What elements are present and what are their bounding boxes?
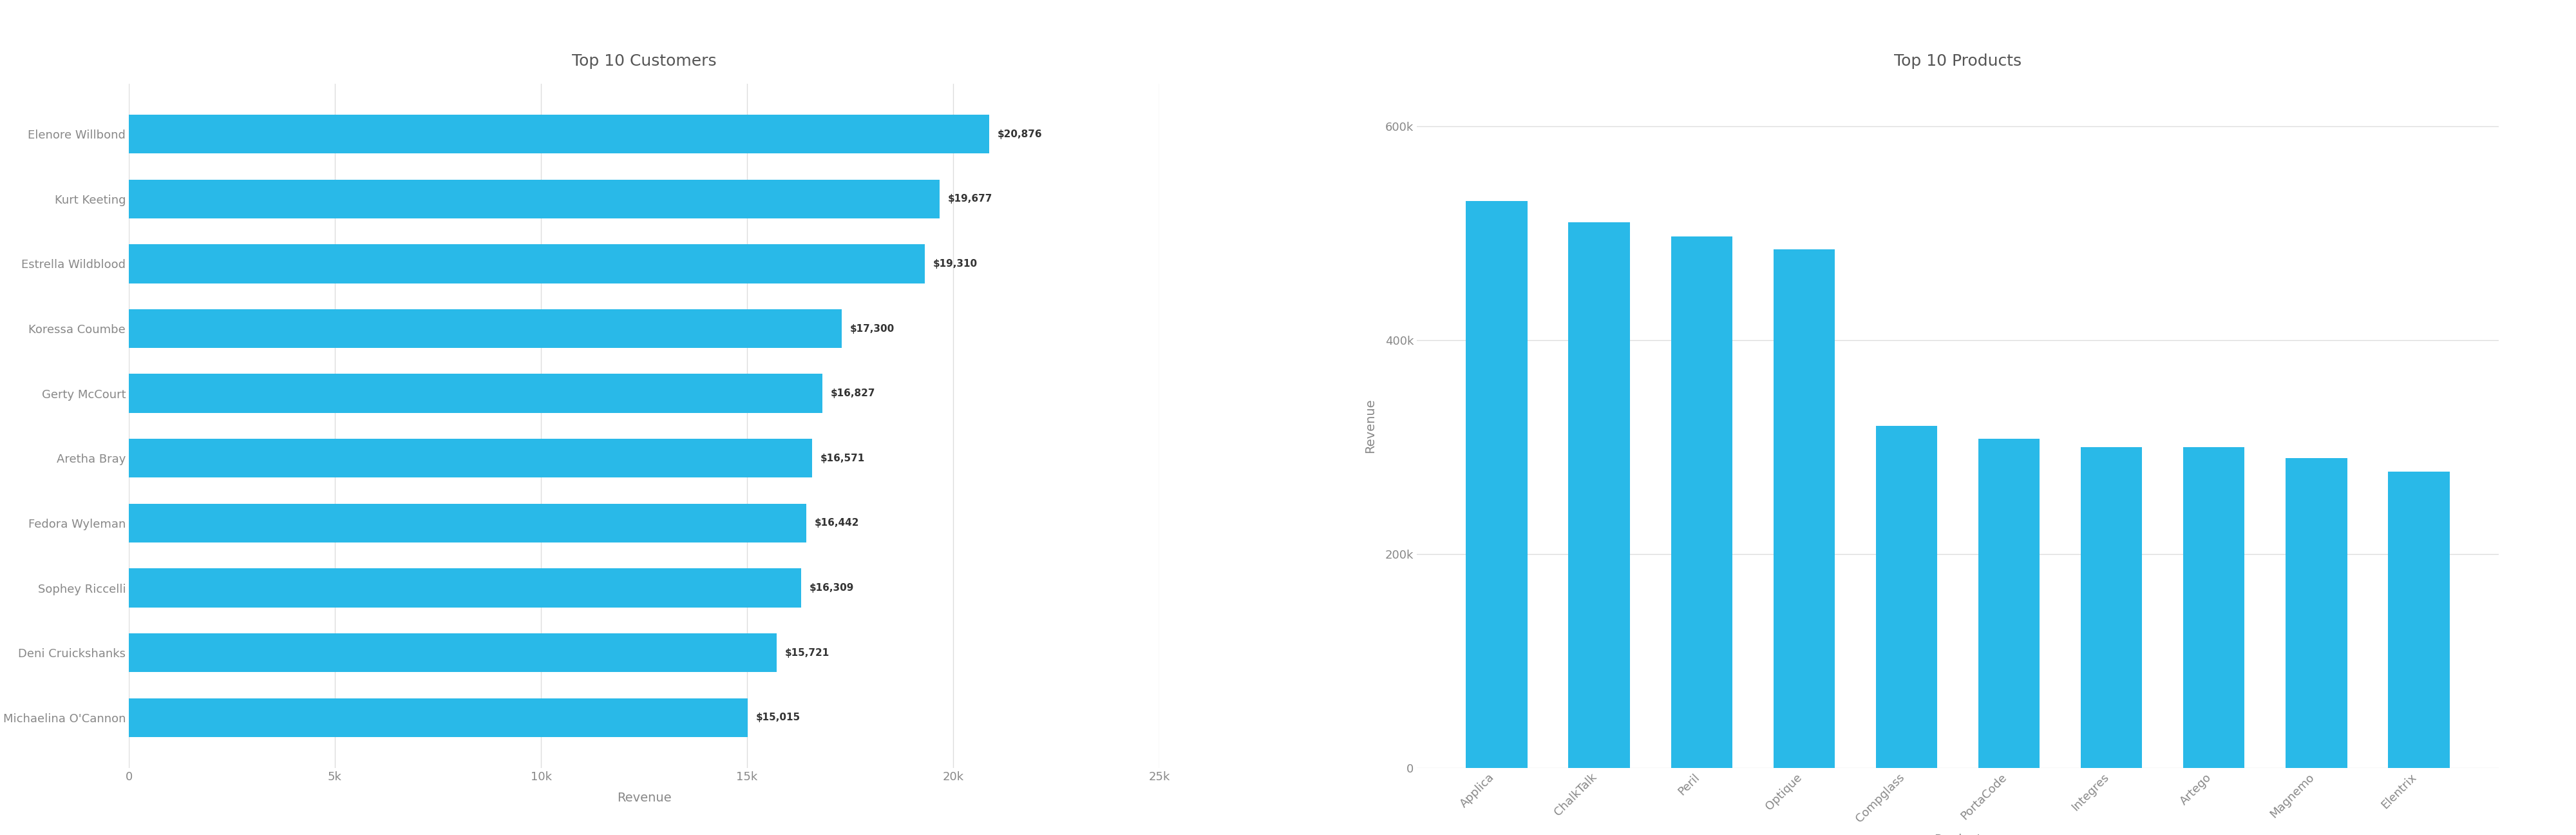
Bar [129, 180, 940, 219]
Bar [2285, 458, 2347, 768]
Bar [1772, 250, 1834, 768]
X-axis label: Revenue: Revenue [616, 792, 672, 804]
Bar [129, 374, 822, 412]
Bar [2184, 448, 2244, 768]
Bar [1569, 223, 1631, 768]
Text: $16,309: $16,309 [809, 583, 853, 593]
Text: $16,827: $16,827 [829, 388, 876, 398]
Bar [129, 698, 747, 737]
Bar [2388, 472, 2450, 768]
X-axis label: Product: Product [1935, 833, 1981, 835]
Bar [129, 633, 778, 672]
Text: $15,015: $15,015 [755, 713, 801, 722]
Bar [129, 309, 842, 348]
Text: $15,721: $15,721 [786, 648, 829, 658]
Bar [129, 569, 801, 607]
Bar [1466, 201, 1528, 768]
Text: $17,300: $17,300 [850, 324, 894, 333]
Y-axis label: Revenue: Revenue [1363, 398, 1376, 453]
Bar [129, 504, 806, 543]
Bar [1978, 438, 2040, 768]
Text: $20,876: $20,876 [997, 129, 1043, 139]
Bar [2081, 448, 2143, 768]
Text: $19,310: $19,310 [933, 259, 976, 269]
Text: $16,571: $16,571 [819, 453, 866, 463]
Bar [1672, 236, 1731, 768]
Title: Top 10 Customers: Top 10 Customers [572, 53, 716, 68]
Bar [129, 439, 811, 478]
Text: $16,442: $16,442 [814, 519, 860, 528]
Bar [1875, 426, 1937, 768]
Bar [129, 245, 925, 283]
Text: $19,677: $19,677 [948, 194, 992, 204]
Title: Top 10 Products: Top 10 Products [1893, 53, 2022, 68]
Bar [129, 114, 989, 154]
